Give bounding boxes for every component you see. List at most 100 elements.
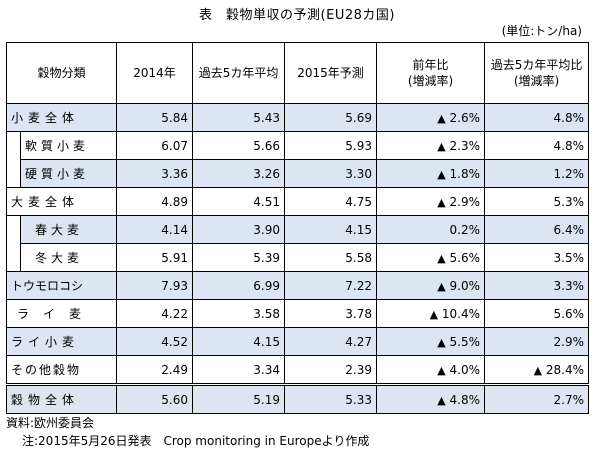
cell-vs5: 6.4%: [484, 215, 590, 244]
cell-5yr-avg: 3.34: [192, 355, 286, 385]
cell-yoy: ▲ 2.9%: [376, 187, 486, 216]
cell-2014: 5.91: [116, 243, 194, 272]
cell-2014: 4.22: [116, 299, 194, 328]
row-label: トウモロコシ: [5, 271, 118, 300]
header-row: 穀物分類 2014年 過去5カ年平均 2015年予測 前年比 (増減率) 過去5…: [5, 42, 590, 104]
cell-2015: 3.78: [284, 299, 378, 328]
header-yoy-line2: (増減率): [407, 74, 454, 88]
cell-yoy: ▲ 5.6%: [376, 243, 486, 272]
cell-yoy: ▲ 2.6%: [376, 103, 486, 132]
row-label: 穀物全体: [5, 383, 118, 414]
cell-5yr-avg: 5.39: [192, 243, 286, 272]
row-label: 小麦全体: [5, 103, 118, 132]
cell-vs5: 2.7%: [484, 383, 590, 414]
cell-2014: 5.60: [116, 383, 194, 414]
cell-2014: 4.52: [116, 327, 194, 356]
vs5-value: 6.4%: [553, 222, 585, 237]
row-label: 大麦全体: [5, 187, 118, 216]
cell-2015: 2.39: [284, 355, 378, 385]
header-yoy-line1: 前年比: [412, 58, 449, 72]
row-label: ライ麦: [5, 299, 118, 328]
cell-vs5: 5.3%: [484, 187, 590, 216]
cell-yoy: 0.2%: [376, 215, 486, 244]
cell-yoy: ▲ 4.0%: [376, 355, 486, 385]
table-row-spring-barley: 春大麦 4.14 3.90 4.15 0.2% 6.4%: [6, 215, 590, 244]
yoy-value: 5.6%: [449, 250, 481, 265]
decrease-triangle-icon: ▲: [437, 393, 446, 407]
yoy-value: 2.6%: [449, 110, 481, 125]
decrease-triangle-icon: ▲: [437, 167, 446, 181]
cell-2015: 5.33: [284, 383, 378, 414]
cell-yoy: ▲ 9.0%: [376, 271, 486, 300]
cell-2014: 3.36: [116, 159, 194, 188]
cell-yoy: ▲ 10.4%: [376, 299, 486, 328]
cell-yoy: ▲ 1.8%: [376, 159, 486, 188]
header-vs5: 過去5カ年平均比 (増減率): [484, 42, 590, 104]
yoy-value: 4.0%: [449, 362, 481, 377]
cell-2015: 4.27: [284, 327, 378, 356]
cell-vs5: 4.8%: [484, 131, 590, 160]
table-row-soft-wheat: 軟質小麦 6.07 5.66 5.93 ▲ 2.3% 4.8%: [6, 131, 590, 160]
cell-2014: 4.89: [116, 187, 194, 216]
vs5-value: 1.2%: [553, 166, 585, 181]
row-label: その他穀物: [5, 355, 118, 385]
cell-vs5: 3.3%: [484, 271, 590, 300]
yield-table: 穀物分類 2014年 過去5カ年平均 2015年予測 前年比 (増減率) 過去5…: [5, 42, 590, 414]
indent-spacer: [6, 243, 21, 272]
cell-yoy: ▲ 5.5%: [376, 327, 486, 356]
row-label: 軟質小麦: [19, 131, 118, 160]
cell-5yr-avg: 4.15: [192, 327, 286, 356]
decrease-triangle-icon: ▲: [437, 139, 446, 153]
footnote: 注:2015年5月26日発表 Crop monitoring in Europe…: [22, 434, 370, 448]
cell-vs5: ▲ 28.4%: [484, 355, 590, 385]
table-row-durum-wheat: 硬質小麦 3.36 3.26 3.30 ▲ 1.8% 1.2%: [6, 159, 590, 188]
yoy-value: 0.2%: [449, 222, 481, 237]
cell-5yr-avg: 3.26: [192, 159, 286, 188]
decrease-triangle-icon: ▲: [437, 279, 446, 293]
cell-vs5: 2.9%: [484, 327, 590, 356]
cell-vs5: 3.5%: [484, 243, 590, 272]
row-label: 硬質小麦: [19, 159, 118, 188]
table-row-winter-barley: 冬大麦 5.91 5.39 5.58 ▲ 5.6% 3.5%: [6, 243, 590, 272]
cell-2015: 3.30: [284, 159, 378, 188]
table-row-triticale: ライ小麦 4.52 4.15 4.27 ▲ 5.5% 2.9%: [5, 327, 590, 356]
table-row-wheat-total: 小麦全体 5.84 5.43 5.69 ▲ 2.6% 4.8%: [5, 103, 590, 132]
cell-2015: 5.58: [284, 243, 378, 272]
vs5-value: 2.7%: [553, 392, 585, 407]
decrease-triangle-icon: ▲: [533, 363, 543, 377]
vs5-value: 5.3%: [553, 194, 585, 209]
cell-2015: 4.15: [284, 215, 378, 244]
cell-5yr-avg: 3.90: [192, 215, 286, 244]
cell-vs5: 5.6%: [484, 299, 590, 328]
yoy-value: 5.5%: [449, 334, 481, 349]
cell-5yr-avg: 4.51: [192, 187, 286, 216]
row-label: 冬大麦: [19, 243, 118, 272]
row-label: ライ小麦: [5, 327, 118, 356]
vs5-value: 4.8%: [553, 110, 585, 125]
cell-yoy: ▲ 4.8%: [376, 383, 486, 414]
cell-5yr-avg: 5.19: [192, 383, 286, 414]
indent-spacer: [6, 131, 21, 160]
cell-2014: 5.84: [116, 103, 194, 132]
cell-5yr-avg: 5.66: [192, 131, 286, 160]
cell-5yr-avg: 3.58: [192, 299, 286, 328]
header-category: 穀物分類: [5, 42, 118, 104]
cell-2014: 7.93: [116, 271, 194, 300]
indent-spacer: [6, 159, 21, 188]
decrease-triangle-icon: ▲: [437, 335, 446, 349]
cell-2015: 7.22: [284, 271, 378, 300]
decrease-triangle-icon: ▲: [437, 251, 446, 265]
table-row-barley-total: 大麦全体 4.89 4.51 4.75 ▲ 2.9% 5.3%: [5, 187, 590, 216]
cell-5yr-avg: 6.99: [192, 271, 286, 300]
decrease-triangle-icon: ▲: [437, 363, 446, 377]
yoy-value: 4.8%: [449, 392, 481, 407]
cell-yoy: ▲ 2.3%: [376, 131, 486, 160]
source-note: 資料:欧州委員会: [6, 416, 95, 430]
cell-2015: 5.69: [284, 103, 378, 132]
table-row-rye: ライ麦 4.22 3.58 3.78 ▲ 10.4% 5.6%: [5, 299, 590, 328]
header-yoy: 前年比 (増減率): [376, 42, 486, 104]
yoy-value: 2.3%: [449, 138, 481, 153]
header-2014: 2014年: [116, 42, 194, 104]
yoy-value: 9.0%: [449, 278, 481, 293]
header-5yr-avg: 過去5カ年平均: [192, 42, 286, 104]
